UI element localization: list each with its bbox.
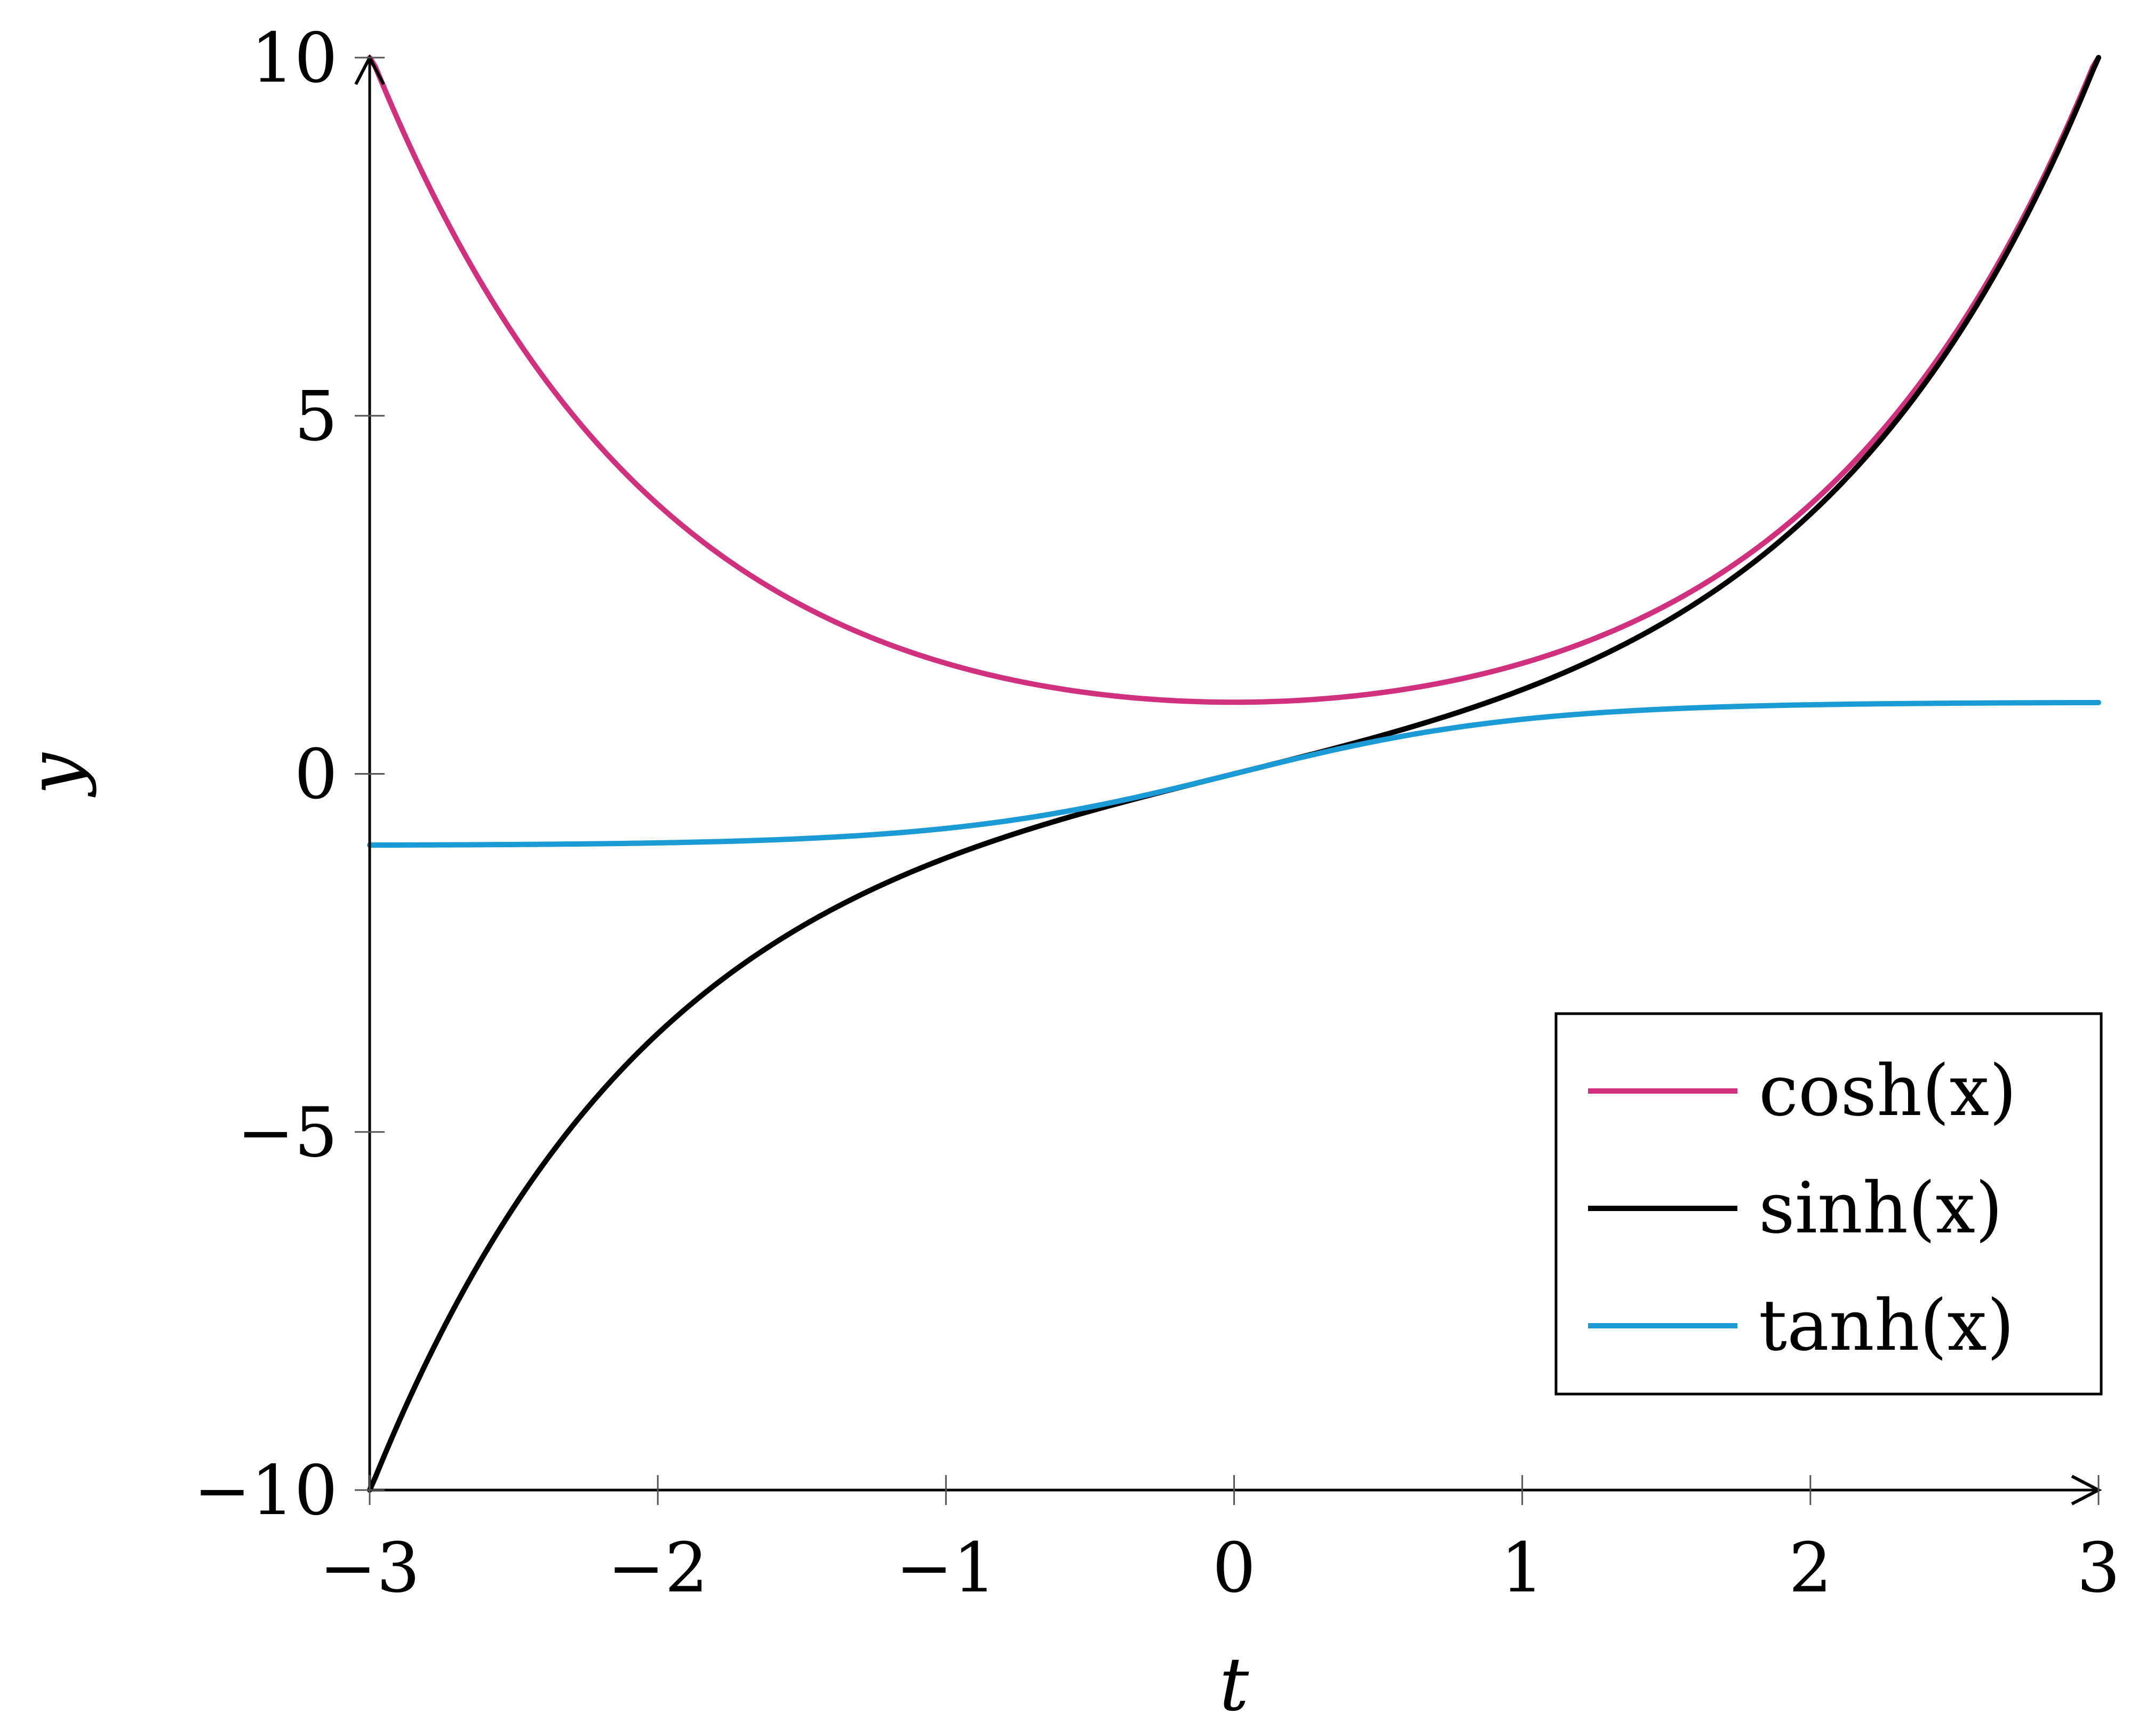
series-line-coshx — [367, 55, 2101, 705]
plot-lines — [367, 55, 2101, 1493]
legend: cosh(x) sinh(x) tanh(x) — [1554, 1012, 2103, 1396]
y-tick-label: −5 — [237, 1093, 338, 1173]
y-tick-label: −10 — [194, 1451, 338, 1531]
x-tick-label: 2 — [1789, 1528, 1832, 1608]
y-tick-label: 5 — [294, 377, 338, 456]
series-line-tanhx — [367, 699, 2101, 848]
y-ticks: −10 −5 0 5 10 — [194, 19, 385, 1531]
legend-box — [1554, 1012, 2103, 1396]
x-tick-label: 0 — [1212, 1528, 1256, 1608]
x-tick-label: −1 — [896, 1528, 996, 1608]
x-tick-label: 3 — [2077, 1528, 2120, 1608]
legend-label: tanh(x) — [1759, 1285, 2014, 1367]
x-tick-label: −3 — [320, 1528, 420, 1608]
x-tick-label: −2 — [608, 1528, 708, 1608]
x-ticks: −3 −2 −1 0 1 2 3 — [320, 1475, 2120, 1608]
y-axis-title: y — [12, 752, 98, 798]
y-tick-label: 10 — [251, 19, 338, 98]
legend-label: sinh(x) — [1759, 1167, 2003, 1249]
y-tick-label: 0 — [294, 735, 338, 815]
x-tick-label: 1 — [1501, 1528, 1544, 1608]
legend-label: cosh(x) — [1759, 1050, 2017, 1132]
x-axis-title: t — [1219, 1642, 1249, 1727]
